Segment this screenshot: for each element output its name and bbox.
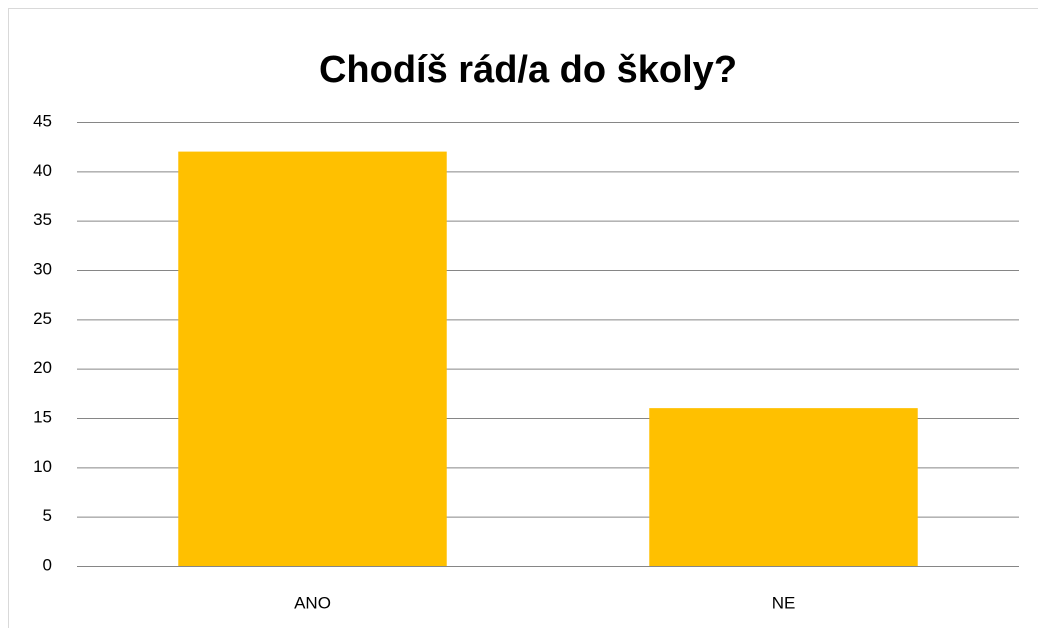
x-tick-label: NE [772,593,796,612]
y-tick-label: 15 [33,407,52,426]
y-tick-label: 10 [33,457,52,476]
chart-title: Chodíš rád/a do školy? [319,49,737,91]
x-tick-label: ANO [294,593,331,612]
y-tick-label: 20 [33,358,52,377]
y-tick-label: 5 [43,506,52,525]
y-tick-label: 45 [33,111,52,130]
y-tick-label: 35 [33,210,52,229]
bar [178,151,447,566]
y-tick-label: 40 [33,161,52,180]
y-tick-label: 25 [33,309,52,328]
bar [649,408,918,566]
y-tick-label: 30 [33,259,52,278]
y-tick-label: 0 [43,555,52,574]
